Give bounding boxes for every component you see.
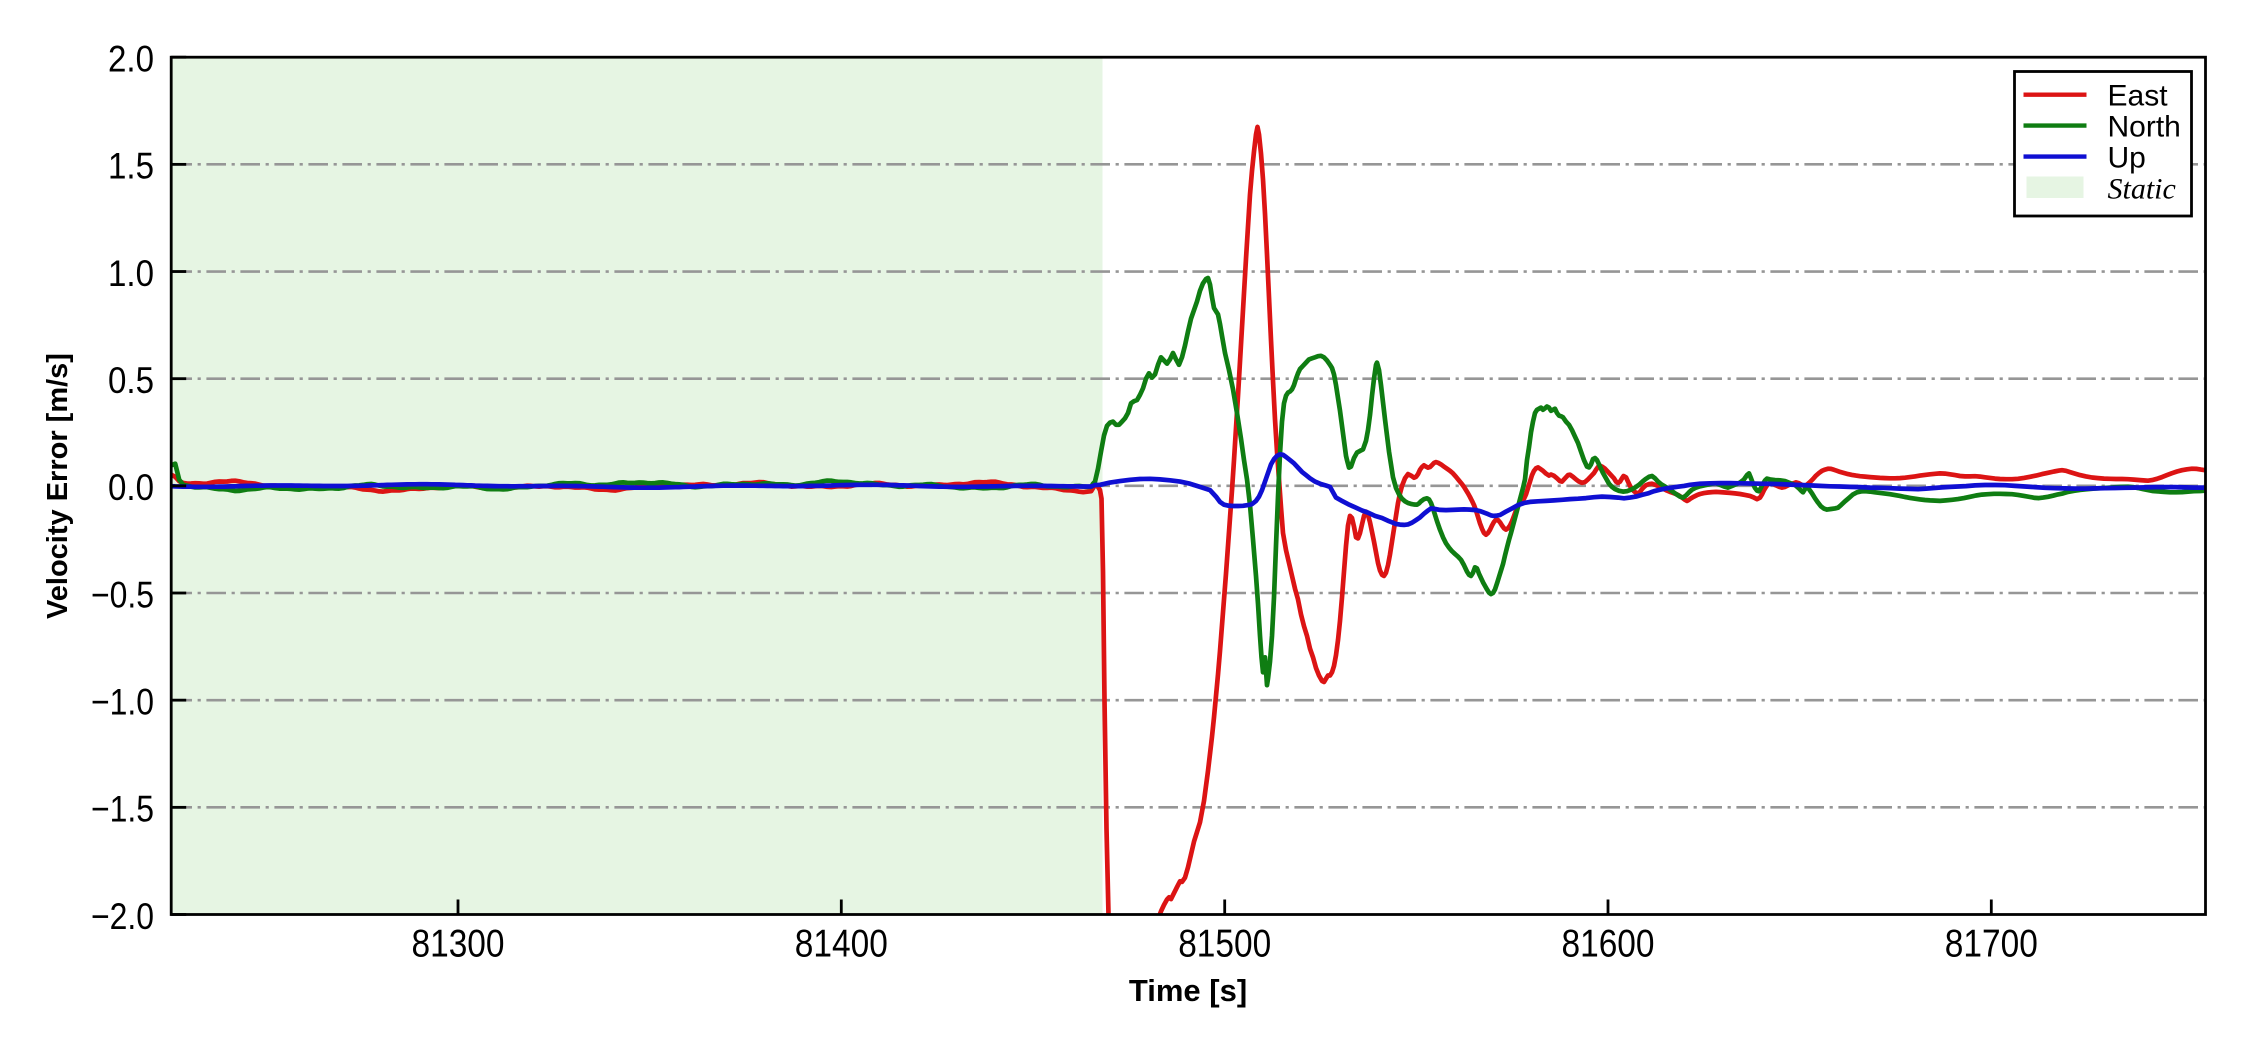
svg-text:East: East	[2108, 80, 2169, 113]
svg-text:81600: 81600	[1562, 923, 1655, 966]
svg-text:Time [s]: Time [s]	[1129, 973, 1247, 1008]
svg-text:1.0: 1.0	[108, 252, 154, 294]
svg-text:−0.5: −0.5	[91, 573, 154, 615]
svg-text:81700: 81700	[1945, 923, 2038, 966]
svg-text:Velocity Error [m/s]: Velocity Error [m/s]	[42, 353, 74, 619]
svg-text:−1.0: −1.0	[91, 681, 154, 723]
svg-text:81500: 81500	[1178, 923, 1271, 966]
svg-text:−1.5: −1.5	[91, 788, 154, 830]
svg-text:North: North	[2108, 111, 2181, 144]
svg-text:Static: Static	[2108, 173, 2176, 206]
svg-text:0.0: 0.0	[108, 466, 154, 508]
svg-text:−2.0: −2.0	[91, 895, 154, 937]
svg-text:0.5: 0.5	[108, 359, 154, 401]
svg-text:1.5: 1.5	[108, 145, 154, 187]
svg-text:81300: 81300	[412, 923, 505, 966]
svg-text:81400: 81400	[795, 923, 888, 966]
svg-text:2.0: 2.0	[108, 38, 154, 80]
svg-text:Up: Up	[2108, 142, 2146, 175]
